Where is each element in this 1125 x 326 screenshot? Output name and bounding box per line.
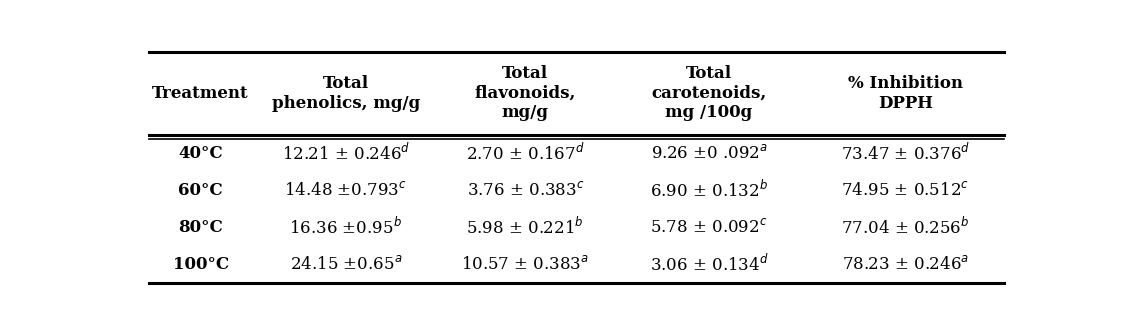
Text: 77.04 ± 0.256$^b$: 77.04 ± 0.256$^b$ xyxy=(842,216,970,238)
Text: Total
phenolics, mg/g: Total phenolics, mg/g xyxy=(272,75,420,111)
Text: 3.06 ± 0.134$^d$: 3.06 ± 0.134$^d$ xyxy=(649,254,768,275)
Text: 74.95 ± 0.512$^c$: 74.95 ± 0.512$^c$ xyxy=(842,181,970,199)
Text: 40°C: 40°C xyxy=(178,145,223,162)
Text: 14.48 ±0.793$^c$: 14.48 ±0.793$^c$ xyxy=(285,181,407,199)
Text: 9.26 ±0 .092$^a$: 9.26 ±0 .092$^a$ xyxy=(650,144,767,162)
Text: Total
carotenoids,
mg /100g: Total carotenoids, mg /100g xyxy=(651,65,766,121)
Text: 2.70 ± 0.167$^d$: 2.70 ± 0.167$^d$ xyxy=(466,143,585,164)
Text: 80°C: 80°C xyxy=(178,219,223,236)
Text: 78.23 ± 0.246$^a$: 78.23 ± 0.246$^a$ xyxy=(842,255,969,273)
Text: 16.36 ±0.95$^b$: 16.36 ±0.95$^b$ xyxy=(289,216,403,238)
Text: % Inhibition
DPPH: % Inhibition DPPH xyxy=(848,75,963,111)
Text: Treatment: Treatment xyxy=(152,85,249,102)
Text: 12.21 ± 0.246$^d$: 12.21 ± 0.246$^d$ xyxy=(281,143,410,164)
Text: 5.78 ± 0.092$^c$: 5.78 ± 0.092$^c$ xyxy=(650,218,767,236)
Text: 73.47 ± 0.376$^d$: 73.47 ± 0.376$^d$ xyxy=(840,143,970,164)
Text: 6.90 ± 0.132$^b$: 6.90 ± 0.132$^b$ xyxy=(650,180,768,201)
Text: 100°C: 100°C xyxy=(172,256,228,273)
Text: 60°C: 60°C xyxy=(178,182,223,199)
Text: 3.76 ± 0.383$^c$: 3.76 ± 0.383$^c$ xyxy=(467,181,584,199)
Text: 24.15 ±0.65$^a$: 24.15 ±0.65$^a$ xyxy=(289,255,402,273)
Text: Total
flavonoids,
mg/g: Total flavonoids, mg/g xyxy=(475,65,576,121)
Text: 5.98 ± 0.221$^b$: 5.98 ± 0.221$^b$ xyxy=(467,216,584,238)
Text: 10.57 ± 0.383$^a$: 10.57 ± 0.383$^a$ xyxy=(461,255,590,273)
